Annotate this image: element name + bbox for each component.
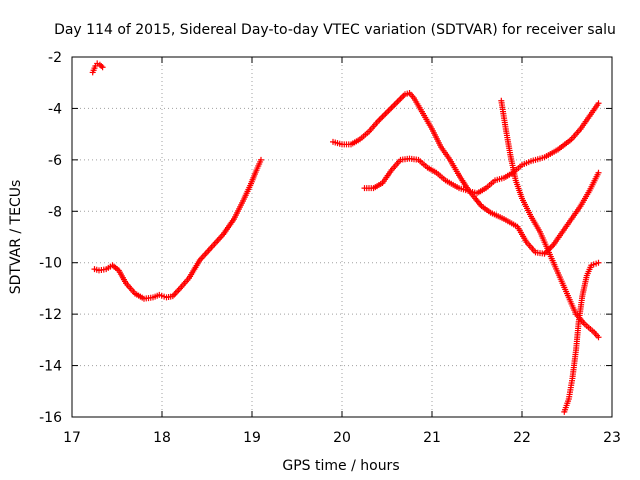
data-point: [258, 156, 264, 163]
chart-title: Day 114 of 2015, Sidereal Day-to-day VTE…: [54, 22, 616, 38]
data-point: [595, 334, 602, 341]
data-point: [98, 63, 105, 69]
y-axis-label: SDTVAR / TECUs: [8, 180, 24, 295]
data-point: [595, 259, 602, 266]
y-tick-label: -10: [39, 256, 62, 272]
y-tick-label: -16: [39, 410, 62, 426]
series-arc-1: [89, 60, 106, 76]
data-point: [595, 169, 602, 176]
x-tick-label: 21: [423, 430, 441, 446]
grid-lines: [72, 57, 612, 417]
y-tick-label: -14: [39, 359, 62, 375]
series-arc-4: [361, 100, 602, 197]
data-point: [99, 64, 106, 71]
axis-ticks: [71, 56, 613, 418]
y-tick-label: -4: [48, 101, 62, 117]
y-tick-label: -12: [39, 307, 62, 323]
x-tick-label: 22: [513, 430, 531, 446]
x-tick-label: 19: [243, 430, 261, 446]
x-tick-labels: 17 18 19 20 21 22 23: [63, 430, 621, 446]
x-tick-label: 20: [333, 430, 351, 446]
y-tick-label: -2: [48, 50, 62, 66]
x-tick-label: 17: [63, 430, 81, 446]
y-tick-label: -6: [48, 153, 62, 169]
data-point: [94, 60, 101, 67]
series-arc-5: [498, 97, 602, 341]
y-tick-labels: -2 -4 -6 -8 -10 -12 -14 -16: [39, 50, 62, 426]
series-arc-2: [91, 156, 264, 302]
x-tick-label: 23: [603, 430, 621, 446]
x-tick-label: 18: [153, 430, 171, 446]
y-tick-label: -8: [48, 204, 62, 220]
x-axis-label: GPS time / hours: [282, 458, 399, 474]
data-points: [89, 60, 602, 415]
series-arc-3: [330, 90, 602, 257]
data-point: [595, 100, 602, 107]
series-arc-6: [561, 259, 602, 415]
